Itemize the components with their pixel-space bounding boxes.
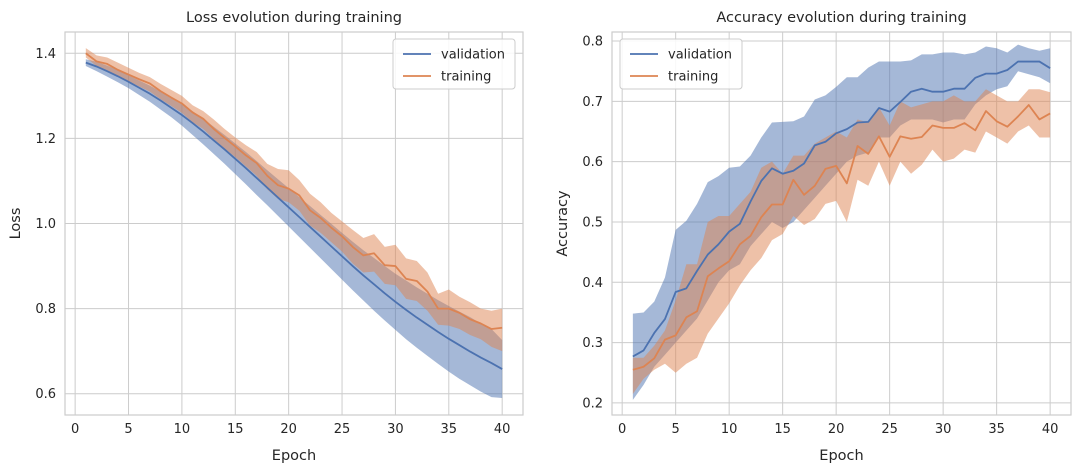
loss-y-tick-labels: 0.6 0.8 1.0 1.2 1.4 (35, 47, 56, 402)
loss-x-tick-label: 40 (494, 422, 511, 437)
accuracy-x-tick-label: 40 (1042, 422, 1059, 437)
loss-lines (85, 52, 503, 370)
loss-bands (85, 48, 503, 398)
loss-x-axis-label: Epoch (272, 448, 316, 464)
loss-legend-validation-label: validation (441, 48, 505, 63)
loss-y-tick-label: 0.6 (35, 387, 56, 402)
accuracy-chart-title: Accuracy evolution during training (716, 10, 966, 26)
accuracy-y-tick-label: 0.4 (582, 276, 603, 291)
accuracy-legend-training-label: training (668, 70, 718, 85)
accuracy-x-tick-labels: 0 5 10 15 20 25 30 35 40 (618, 422, 1058, 437)
loss-validation-band (85, 59, 503, 398)
accuracy-legend-validation-label: validation (668, 48, 732, 63)
loss-y-axis-label: Loss (8, 208, 24, 240)
accuracy-x-tick-label: 35 (988, 422, 1005, 437)
accuracy-x-tick-label: 25 (881, 422, 898, 437)
accuracy-plot-frame (611, 31, 1072, 416)
loss-x-tick-labels: 0 5 10 15 20 25 30 35 40 (71, 422, 510, 437)
accuracy-y-tick-label: 0.3 (582, 336, 603, 351)
loss-chart-title: Loss evolution during training (186, 10, 402, 26)
accuracy-x-tick-label: 10 (721, 422, 738, 437)
accuracy-validation-line (632, 60, 1051, 358)
loss-y-tick-label: 0.8 (35, 302, 56, 317)
loss-x-tick-label: 5 (124, 422, 132, 437)
loss-legend-training-label: training (441, 70, 491, 85)
loss-chart: 0 5 10 15 20 25 30 35 40 0.6 0.8 1.0 1.2 1.4 Loss ev… (8, 10, 524, 464)
loss-training-band (85, 48, 503, 352)
loss-x-tick-label: 30 (387, 422, 404, 437)
accuracy-bands (632, 44, 1051, 400)
loss-y-tick-label: 1.2 (35, 132, 56, 147)
accuracy-y-tick-label: 0.8 (582, 35, 603, 50)
accuracy-x-tick-label: 20 (828, 422, 845, 437)
accuracy-x-tick-label: 5 (672, 422, 680, 437)
loss-x-tick-label: 35 (441, 422, 458, 437)
accuracy-y-tick-labels: 0.2 0.3 0.4 0.5 0.6 0.7 0.8 (582, 35, 603, 412)
accuracy-chart: 0 5 10 15 20 25 30 35 40 0.2 0.3 0.4 0.5 0.6 0.7 0.8 A… (555, 10, 1072, 464)
loss-x-tick-label: 10 (174, 422, 191, 437)
accuracy-x-tick-label: 30 (935, 422, 952, 437)
accuracy-y-tick-label: 0.2 (582, 396, 603, 411)
loss-x-tick-label: 25 (334, 422, 351, 437)
loss-y-tick-label: 1.4 (35, 47, 56, 62)
accuracy-y-axis-label: Accuracy (555, 190, 571, 257)
loss-y-tick-label: 1.0 (35, 217, 56, 232)
accuracy-y-tick-label: 0.5 (582, 215, 603, 230)
loss-training-line (85, 52, 503, 330)
loss-x-tick-label: 0 (71, 422, 79, 437)
accuracy-lines (632, 60, 1051, 371)
accuracy-y-tick-label: 0.7 (582, 95, 603, 110)
accuracy-training-line (632, 104, 1051, 371)
accuracy-legend: validation training (619, 38, 743, 90)
accuracy-x-axis-label: Epoch (819, 448, 863, 464)
accuracy-x-tick-label: 0 (618, 422, 626, 437)
accuracy-y-tick-label: 0.6 (582, 155, 603, 170)
loss-x-tick-label: 20 (280, 422, 297, 437)
accuracy-x-tick-label: 15 (774, 422, 791, 437)
loss-legend: validation training (392, 38, 516, 90)
loss-plot-frame (64, 31, 524, 416)
loss-validation-line (85, 61, 503, 370)
accuracy-training-band (632, 89, 1051, 394)
loss-x-tick-label: 15 (227, 422, 244, 437)
